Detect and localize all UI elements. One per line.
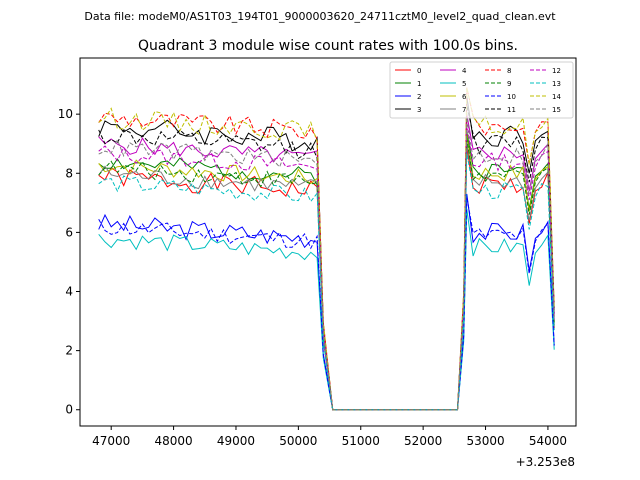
legend-label-14: 14 — [552, 93, 561, 101]
series-line-6 — [98, 134, 555, 411]
x-tick-label: 53000 — [466, 434, 504, 448]
series-line-9 — [98, 137, 555, 411]
y-tick-label: 8 — [65, 166, 73, 180]
x-tick-label: 50000 — [279, 434, 317, 448]
legend-label-1: 1 — [417, 80, 421, 88]
series-line-12 — [98, 122, 555, 411]
legend-label-0: 0 — [417, 67, 421, 75]
x-axis-offset-label: +3.253e8 — [516, 455, 575, 469]
series-line-1 — [98, 131, 555, 411]
x-axis: 47000 48000 49000 50000 51000 52000 53000 54000 — [92, 426, 567, 448]
legend-box — [389, 61, 574, 119]
y-axis: 0 2 4 6 8 10 — [58, 107, 80, 417]
x-tick-label: 52000 — [404, 434, 442, 448]
legend-label-11: 11 — [507, 106, 516, 114]
x-tick-label: 54000 — [529, 434, 567, 448]
x-tick-label: 48000 — [154, 434, 192, 448]
legend-label-12: 12 — [552, 67, 561, 75]
y-tick-label: 2 — [65, 344, 73, 358]
legend-label-9: 9 — [507, 80, 511, 88]
y-tick-label: 0 — [65, 403, 73, 417]
legend-label-6: 6 — [462, 93, 467, 101]
series-line-10 — [98, 196, 555, 411]
axes-frame — [79, 57, 577, 427]
legend-label-5: 5 — [462, 80, 466, 88]
series-line-8 — [98, 87, 555, 411]
legend-label-7: 7 — [462, 106, 466, 114]
chart-title: Quadrant 3 module wise count rates with … — [138, 38, 518, 54]
x-tick-label: 47000 — [92, 434, 130, 448]
series-line-14 — [98, 87, 555, 411]
legend-label-3: 3 — [417, 106, 421, 114]
legend-label-4: 4 — [462, 67, 467, 75]
y-tick-label: 6 — [65, 225, 73, 239]
legend-label-8: 8 — [507, 67, 511, 75]
plot-area — [98, 87, 555, 411]
series-line-15 — [98, 117, 555, 411]
x-tick-label: 49000 — [217, 434, 255, 448]
legend-label-15: 15 — [552, 106, 561, 114]
legend-label-2: 2 — [417, 93, 421, 101]
legend-label-13: 13 — [552, 80, 561, 88]
series-line-13 — [98, 152, 555, 411]
figure-suptitle: Data file: modeM0/AS1T03_194T01_90000036… — [84, 10, 556, 23]
x-tick-label: 51000 — [342, 434, 380, 448]
y-tick-label: 10 — [58, 107, 73, 121]
legend-label-10: 10 — [507, 93, 516, 101]
y-tick-label: 4 — [65, 285, 73, 299]
